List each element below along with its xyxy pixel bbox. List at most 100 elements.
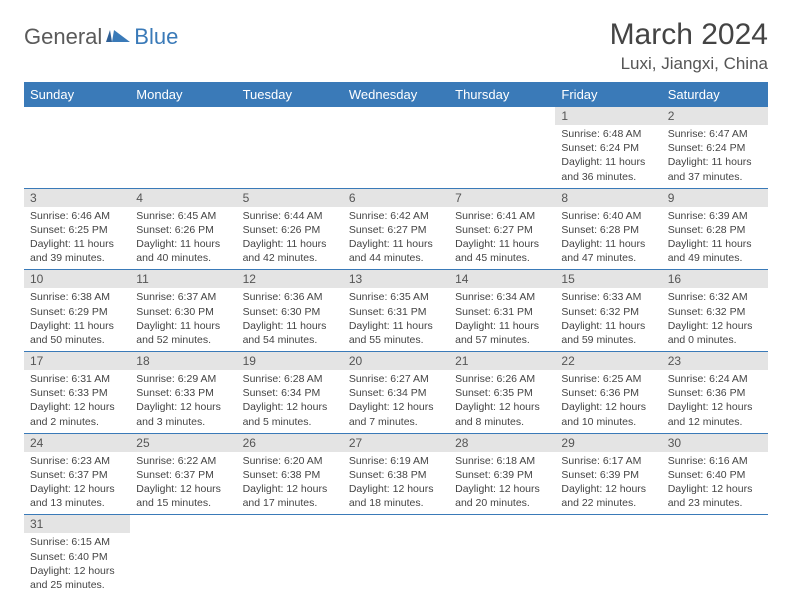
calendar-cell: 28Sunrise: 6:18 AMSunset: 6:39 PMDayligh… <box>449 433 555 515</box>
day-number: 18 <box>130 352 236 370</box>
calendar-row: 3Sunrise: 6:46 AMSunset: 6:25 PMDaylight… <box>24 188 768 270</box>
day-number: 29 <box>555 434 661 452</box>
day-number: 21 <box>449 352 555 370</box>
day-details: Sunrise: 6:33 AMSunset: 6:32 PMDaylight:… <box>555 288 661 351</box>
flag-icon <box>106 26 132 49</box>
calendar-cell: 13Sunrise: 6:35 AMSunset: 6:31 PMDayligh… <box>343 270 449 352</box>
calendar-cell-empty <box>237 107 343 188</box>
day-number: 28 <box>449 434 555 452</box>
day-details: Sunrise: 6:37 AMSunset: 6:30 PMDaylight:… <box>130 288 236 351</box>
day-details: Sunrise: 6:36 AMSunset: 6:30 PMDaylight:… <box>237 288 343 351</box>
day-number: 16 <box>662 270 768 288</box>
calendar-cell-empty <box>130 107 236 188</box>
logo-text-general: General <box>24 24 102 50</box>
weekday-header-row: SundayMondayTuesdayWednesdayThursdayFrid… <box>24 82 768 107</box>
calendar-cell-empty <box>130 515 236 596</box>
day-number: 1 <box>555 107 661 125</box>
day-details: Sunrise: 6:44 AMSunset: 6:26 PMDaylight:… <box>237 207 343 270</box>
day-details: Sunrise: 6:26 AMSunset: 6:35 PMDaylight:… <box>449 370 555 433</box>
calendar-cell: 22Sunrise: 6:25 AMSunset: 6:36 PMDayligh… <box>555 352 661 434</box>
calendar-cell-empty <box>237 515 343 596</box>
day-number: 3 <box>24 189 130 207</box>
logo-text-blue: Blue <box>134 24 178 50</box>
day-details: Sunrise: 6:39 AMSunset: 6:28 PMDaylight:… <box>662 207 768 270</box>
day-number: 14 <box>449 270 555 288</box>
day-details: Sunrise: 6:28 AMSunset: 6:34 PMDaylight:… <box>237 370 343 433</box>
day-number: 31 <box>24 515 130 533</box>
day-details: Sunrise: 6:48 AMSunset: 6:24 PMDaylight:… <box>555 125 661 188</box>
calendar-cell-empty <box>343 107 449 188</box>
day-details: Sunrise: 6:40 AMSunset: 6:28 PMDaylight:… <box>555 207 661 270</box>
calendar-cell: 9Sunrise: 6:39 AMSunset: 6:28 PMDaylight… <box>662 188 768 270</box>
day-number: 26 <box>237 434 343 452</box>
calendar-cell: 17Sunrise: 6:31 AMSunset: 6:33 PMDayligh… <box>24 352 130 434</box>
day-number: 20 <box>343 352 449 370</box>
calendar-cell: 16Sunrise: 6:32 AMSunset: 6:32 PMDayligh… <box>662 270 768 352</box>
day-details: Sunrise: 6:27 AMSunset: 6:34 PMDaylight:… <box>343 370 449 433</box>
day-details: Sunrise: 6:42 AMSunset: 6:27 PMDaylight:… <box>343 207 449 270</box>
weekday-header: Sunday <box>24 82 130 107</box>
day-number: 27 <box>343 434 449 452</box>
calendar-cell-empty <box>662 515 768 596</box>
day-details: Sunrise: 6:22 AMSunset: 6:37 PMDaylight:… <box>130 452 236 515</box>
day-number: 11 <box>130 270 236 288</box>
day-details: Sunrise: 6:19 AMSunset: 6:38 PMDaylight:… <box>343 452 449 515</box>
calendar-cell: 31Sunrise: 6:15 AMSunset: 6:40 PMDayligh… <box>24 515 130 596</box>
day-details: Sunrise: 6:17 AMSunset: 6:39 PMDaylight:… <box>555 452 661 515</box>
day-number: 6 <box>343 189 449 207</box>
calendar-cell: 24Sunrise: 6:23 AMSunset: 6:37 PMDayligh… <box>24 433 130 515</box>
calendar-cell: 15Sunrise: 6:33 AMSunset: 6:32 PMDayligh… <box>555 270 661 352</box>
calendar-cell: 21Sunrise: 6:26 AMSunset: 6:35 PMDayligh… <box>449 352 555 434</box>
calendar-cell: 29Sunrise: 6:17 AMSunset: 6:39 PMDayligh… <box>555 433 661 515</box>
weekday-header: Friday <box>555 82 661 107</box>
calendar-cell: 8Sunrise: 6:40 AMSunset: 6:28 PMDaylight… <box>555 188 661 270</box>
calendar-cell: 2Sunrise: 6:47 AMSunset: 6:24 PMDaylight… <box>662 107 768 188</box>
calendar-cell: 1Sunrise: 6:48 AMSunset: 6:24 PMDaylight… <box>555 107 661 188</box>
calendar-cell: 10Sunrise: 6:38 AMSunset: 6:29 PMDayligh… <box>24 270 130 352</box>
day-number: 30 <box>662 434 768 452</box>
day-details: Sunrise: 6:29 AMSunset: 6:33 PMDaylight:… <box>130 370 236 433</box>
calendar-cell-empty <box>449 515 555 596</box>
day-details: Sunrise: 6:16 AMSunset: 6:40 PMDaylight:… <box>662 452 768 515</box>
calendar-table: SundayMondayTuesdayWednesdayThursdayFrid… <box>24 82 768 596</box>
day-number: 2 <box>662 107 768 125</box>
calendar-cell-empty <box>24 107 130 188</box>
day-number: 13 <box>343 270 449 288</box>
day-number: 9 <box>662 189 768 207</box>
weekday-header: Thursday <box>449 82 555 107</box>
day-details: Sunrise: 6:32 AMSunset: 6:32 PMDaylight:… <box>662 288 768 351</box>
month-title: March 2024 <box>610 18 768 52</box>
day-number: 25 <box>130 434 236 452</box>
day-number: 8 <box>555 189 661 207</box>
day-number: 7 <box>449 189 555 207</box>
calendar-cell: 23Sunrise: 6:24 AMSunset: 6:36 PMDayligh… <box>662 352 768 434</box>
day-details: Sunrise: 6:18 AMSunset: 6:39 PMDaylight:… <box>449 452 555 515</box>
calendar-cell: 18Sunrise: 6:29 AMSunset: 6:33 PMDayligh… <box>130 352 236 434</box>
day-number: 5 <box>237 189 343 207</box>
weekday-header: Monday <box>130 82 236 107</box>
day-number: 12 <box>237 270 343 288</box>
weekday-header: Wednesday <box>343 82 449 107</box>
calendar-cell: 20Sunrise: 6:27 AMSunset: 6:34 PMDayligh… <box>343 352 449 434</box>
calendar-cell: 7Sunrise: 6:41 AMSunset: 6:27 PMDaylight… <box>449 188 555 270</box>
logo: General Blue <box>24 24 178 50</box>
calendar-body: 1Sunrise: 6:48 AMSunset: 6:24 PMDaylight… <box>24 107 768 596</box>
day-details: Sunrise: 6:38 AMSunset: 6:29 PMDaylight:… <box>24 288 130 351</box>
day-number: 15 <box>555 270 661 288</box>
calendar-cell: 19Sunrise: 6:28 AMSunset: 6:34 PMDayligh… <box>237 352 343 434</box>
day-details: Sunrise: 6:15 AMSunset: 6:40 PMDaylight:… <box>24 533 130 596</box>
calendar-cell: 6Sunrise: 6:42 AMSunset: 6:27 PMDaylight… <box>343 188 449 270</box>
calendar-cell-empty <box>555 515 661 596</box>
day-number: 19 <box>237 352 343 370</box>
day-details: Sunrise: 6:47 AMSunset: 6:24 PMDaylight:… <box>662 125 768 188</box>
day-details: Sunrise: 6:23 AMSunset: 6:37 PMDaylight:… <box>24 452 130 515</box>
calendar-cell: 4Sunrise: 6:45 AMSunset: 6:26 PMDaylight… <box>130 188 236 270</box>
calendar-cell: 25Sunrise: 6:22 AMSunset: 6:37 PMDayligh… <box>130 433 236 515</box>
header: General Blue March 2024 Luxi, Jiangxi, C… <box>24 18 768 74</box>
calendar-row: 24Sunrise: 6:23 AMSunset: 6:37 PMDayligh… <box>24 433 768 515</box>
title-block: March 2024 Luxi, Jiangxi, China <box>610 18 768 74</box>
day-details: Sunrise: 6:41 AMSunset: 6:27 PMDaylight:… <box>449 207 555 270</box>
calendar-cell: 14Sunrise: 6:34 AMSunset: 6:31 PMDayligh… <box>449 270 555 352</box>
calendar-cell: 12Sunrise: 6:36 AMSunset: 6:30 PMDayligh… <box>237 270 343 352</box>
day-details: Sunrise: 6:46 AMSunset: 6:25 PMDaylight:… <box>24 207 130 270</box>
